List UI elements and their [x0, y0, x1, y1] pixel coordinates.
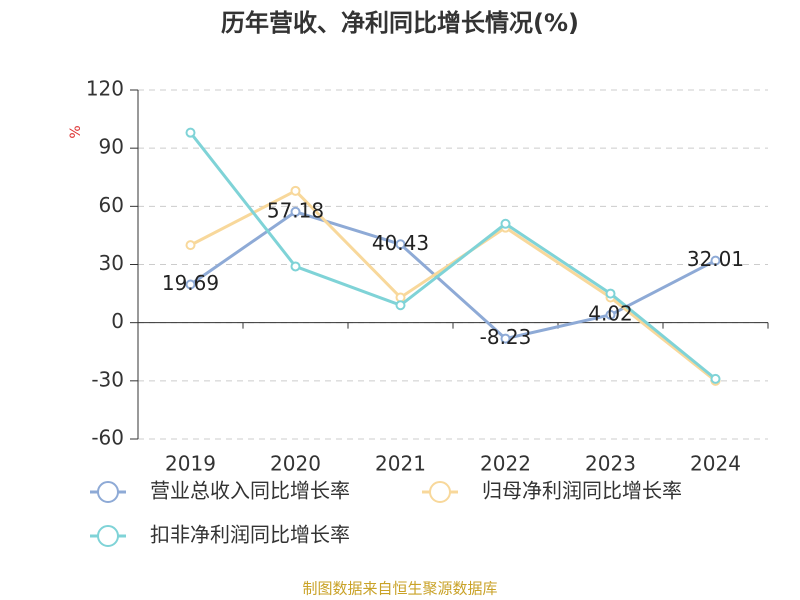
data-label: 32.01 [687, 247, 744, 271]
legend-marker [97, 481, 119, 503]
data-point [605, 288, 616, 299]
series-line [189, 131, 717, 381]
data-point [500, 218, 511, 229]
data-point [185, 127, 196, 138]
y-tick-label: 30 [99, 251, 124, 275]
x-tick-label: 2024 [690, 452, 741, 476]
data-point [185, 240, 196, 251]
data-point [500, 333, 511, 344]
data-point [395, 239, 406, 250]
y-tick-label: 60 [99, 193, 124, 217]
data-point [395, 300, 406, 311]
y-tick-label: 120 [86, 77, 124, 101]
x-tick-label: 2021 [375, 452, 426, 476]
data-point [710, 373, 721, 384]
y-tick-label: -60 [91, 426, 124, 450]
data-point [710, 255, 721, 266]
data-label: 57.18 [267, 198, 324, 222]
series-line [189, 210, 717, 341]
data-point [290, 185, 301, 196]
source-note: 制图数据来自恒生聚源数据库 [302, 580, 497, 598]
data-label: -8.23 [480, 325, 532, 349]
data-label: 40.43 [372, 231, 429, 255]
x-tick-label: 2023 [585, 452, 636, 476]
legend-marker [97, 525, 119, 547]
x-tick-label: 2020 [270, 452, 321, 476]
data-point [290, 261, 301, 272]
legend-label: 归母净利润同比增长率 [482, 479, 682, 503]
data-point [185, 279, 196, 290]
data-point [290, 206, 301, 217]
y-tick-label: 0 [111, 309, 124, 333]
x-tick-label: 2022 [480, 452, 531, 476]
legend-marker [429, 481, 451, 503]
data-label: 4.02 [588, 301, 633, 325]
data-label: 19.69 [162, 271, 219, 295]
legend-label: 扣非净利润同比增长率 [150, 523, 350, 547]
chart-title: 历年营收、净利同比增长情况(%) [221, 9, 579, 37]
data-point [605, 309, 616, 320]
series-line [189, 188, 717, 383]
y-tick-label: 90 [99, 135, 124, 159]
y-tick-label: -30 [91, 367, 124, 391]
x-tick-label: 2019 [165, 452, 216, 476]
legend-label: 营业总收入同比增长率 [150, 479, 350, 503]
y-axis-label: % [68, 125, 84, 138]
